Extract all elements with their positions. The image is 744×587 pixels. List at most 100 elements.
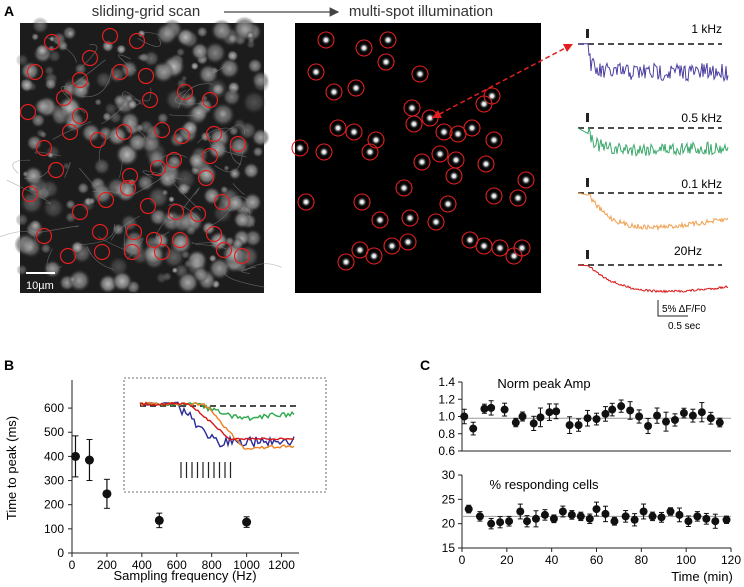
roi-circle [26,63,44,81]
c-point [511,418,520,427]
norm-peak-amp-chart: Norm peak Amp 0.6 0.8 1.0 1.2 1.4 [438,375,731,458]
cell-blob [181,75,188,82]
cell-blob [93,157,111,175]
spot-ring [307,63,325,81]
trace-line [577,43,729,83]
neurite [98,236,137,255]
illumination-spot [321,35,331,45]
neurite [34,151,61,157]
cell-blob [223,165,230,172]
cell-blob [31,16,49,34]
cell-blob [44,77,57,91]
roi-circle [121,167,139,185]
illumination-spot [431,217,441,227]
c-y-tick-label: 15 [442,541,456,555]
trace-label-1khz: 1 kHz [691,22,722,36]
c-point [552,407,561,416]
illumination-spot [451,155,461,165]
c-point [684,517,693,526]
cell-blob [15,213,29,227]
c-point [610,517,619,526]
spot-ring [477,155,495,173]
b-x-tick-label: 0 [69,558,76,572]
roi-circle [111,63,129,81]
c-point [711,517,720,526]
roi-circle [81,49,99,67]
neurite [223,264,265,288]
c-point [592,415,601,424]
multi-spot-image [291,23,541,293]
roi-circle [61,123,79,141]
c-x-label: Time (min) [671,569,733,584]
neurite [98,135,113,162]
c-x-tick-label: 100 [676,553,696,567]
cell-blob [144,124,162,141]
cell-blob [171,267,179,274]
cell-blob [218,57,240,79]
inset-trace [139,401,295,449]
spot-ring [401,209,419,227]
roi-circle [89,131,107,149]
c-point [630,515,639,524]
illumination-spot [329,87,339,97]
neurite [46,248,62,271]
cell-blob [155,272,168,284]
roi-circle [197,169,215,187]
illumination-spot [417,157,427,167]
c-point [608,405,617,414]
roi-circle [139,197,157,215]
cell-blob [152,61,175,84]
c-point [505,517,514,526]
cell-blob [246,39,256,49]
panel-a-letter: A [4,3,14,19]
c-point [469,424,478,433]
c-point [675,510,684,519]
c-point [592,505,601,514]
illumination-spot [351,83,361,93]
neurite [86,246,114,270]
neurite [195,243,227,250]
cell-blob [19,77,35,93]
neurite [229,144,242,166]
illumination-spot [415,69,425,79]
b-point [84,455,94,465]
c-y-tick-label: 1.2 [438,392,455,406]
cell-blob [95,71,113,89]
cell-blob [113,94,126,107]
b-y-tick-label: 0 [57,546,64,560]
illumination-spot [453,129,463,139]
illumination-spot [449,171,459,181]
spot-ring [517,171,535,189]
neurite [64,162,71,178]
neurite [228,196,251,219]
neurite [121,91,143,105]
responding-cells-chart: % responding cells Time (min) 15 20 25 30 0 2… [442,468,742,584]
roi-circle [137,67,155,85]
spot-ring [509,189,527,207]
neurite [79,223,115,245]
cell-blob [233,210,252,229]
illumination-spot [383,35,393,45]
illumination-spot [369,251,379,261]
cell-blob [66,29,75,39]
neurite [173,180,201,211]
cell-blob [67,269,91,292]
cell-blob [44,65,55,76]
b-inset-box [123,377,327,493]
b-point [102,489,112,499]
cell-blob [242,90,267,115]
spot-ring [325,83,343,101]
trace-label-01khz: 0.1 kHz [681,177,722,191]
c-point [648,512,657,521]
illumination-spot [489,135,499,145]
b-y-tick-label: 500 [44,425,64,439]
cell-blob [227,33,238,45]
roi-circle [173,127,191,145]
illumination-spot [365,147,375,157]
spot-ring [405,115,423,133]
neurite [208,135,247,158]
cell-blob [16,264,28,276]
c-point [576,512,585,521]
c-point [715,418,724,427]
